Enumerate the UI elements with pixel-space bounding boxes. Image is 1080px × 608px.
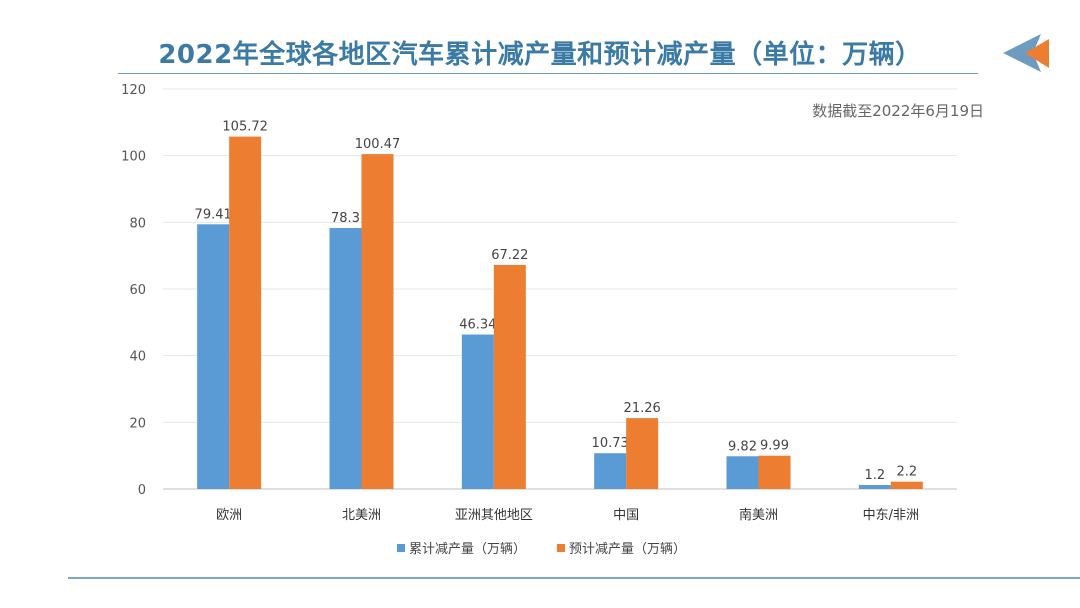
data-date-note: 数据截至2022年6月19日 [812,102,984,120]
x-tick-label: 欧洲 [216,508,242,523]
x-tick-label: 中东/非洲 [863,508,919,523]
bar-cumulative [329,228,362,489]
y-tick-label: 20 [129,416,146,431]
bar-cumulative [461,334,494,489]
bar-forecast [361,154,394,489]
legend-item-series2: 预计减产量（万辆） [557,538,686,557]
y-tick-label: 60 [129,283,146,298]
chart-title: 2022年全球各地区汽车累计减产量和预计减产量（单位：万辆） [158,40,922,70]
data-label: 105.72 [222,120,268,135]
data-label: 67.22 [491,248,528,263]
legend-swatch [397,543,405,552]
y-tick-label: 120 [121,83,146,98]
data-label: 100.47 [355,137,401,152]
data-label: 9.82 [728,439,757,454]
x-tick-label: 北美洲 [342,508,381,523]
bottom-divider [68,577,1080,579]
arrow-decoration-icon [1003,34,1049,72]
legend-swatch [557,543,565,552]
data-label: 21.26 [624,401,661,416]
x-tick-label: 南美洲 [739,507,778,523]
y-tick-label: 80 [129,216,146,231]
y-tick-label: 100 [121,150,146,165]
legend-item-series1: 累计减产量（万辆） [397,538,526,557]
bar-cumulative [594,453,627,489]
legend-label: 预计减产量（万辆） [569,542,687,557]
bar-forecast [229,136,262,489]
x-tick-label: 中国 [613,508,639,523]
bar-forecast [493,264,526,489]
data-label: 1.2 [864,468,885,483]
bar-forecast [890,481,923,489]
data-label: 78.3 [331,211,360,226]
bar-cumulative [726,456,759,489]
x-tick-label: 亚洲其他地区 [455,508,533,523]
y-tick-label: 0 [138,483,146,498]
y-tick-label: 40 [129,350,146,365]
data-label: 9.99 [760,439,789,454]
data-label: 10.73 [592,436,629,451]
title-divider [118,73,978,74]
bar-forecast [758,455,791,489]
bar-cumulative [858,485,891,489]
bar-cumulative [197,224,230,490]
bar-forecast [626,418,659,489]
data-label: 46.34 [459,318,496,333]
data-label: 2.2 [896,465,917,480]
legend-label: 累计减产量（万辆） [409,542,527,557]
data-label: 79.41 [195,207,232,222]
